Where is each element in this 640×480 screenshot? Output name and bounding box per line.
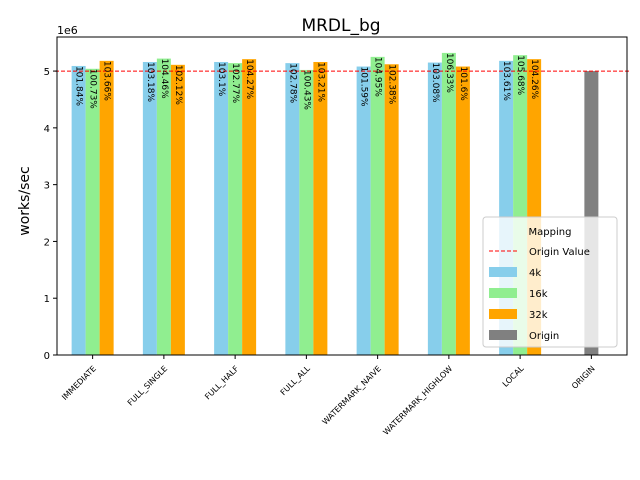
bar-value-label: 100.73% [88,69,98,109]
legend-label: Origin Value [529,247,590,258]
bar-32k-full_all [313,61,328,355]
bar-32k-watermark_highlow [455,66,470,356]
bar-value-label: 102.12% [173,65,183,105]
y-tick-label: 3 [44,181,50,192]
bar-value-label: 102.77% [230,63,240,103]
y-axis-label: works/sec [17,166,33,236]
bar-value-label: 104.95% [373,57,383,97]
bar-16k-full_single [156,58,171,355]
bar-32k-watermark_naive [384,64,399,355]
bar-value-label: 104.27% [244,59,254,99]
bar-value-label: 104.46% [159,59,169,99]
plot-frame [56,36,628,356]
bar-32k-immediate [99,60,114,355]
bar-4k-full_all [285,63,300,355]
legend: Mapping Origin Value 4k 16k 32k Origin [482,216,618,348]
bar-4k-watermark_highlow [427,62,442,356]
bar-value-label: 103.18% [145,62,155,102]
legend-title: Mapping [529,227,572,238]
bar-value-label: 100.43% [301,70,311,110]
bar-4k-immediate [71,65,86,355]
bar-value-label: 101.59% [359,67,369,107]
bar-value-label: 103.61% [501,61,511,101]
bar-16k-watermark_highlow [441,52,456,356]
bar-value-label: 104.26% [529,59,539,99]
legend-label: 4k [529,268,541,279]
bar-value-label: 103.66% [102,61,112,101]
y-tick-label: 0 [44,351,50,362]
y-tick-label: 2 [44,237,50,248]
bar-value-label: 103.08% [430,63,440,103]
bar-16k-immediate [85,68,100,356]
legend-label: 16k [529,289,548,300]
y-axis-offset-text: 1e6 [57,24,78,37]
bar-value-label: 103.21% [315,62,325,102]
bar-value-label: 106.33% [444,53,454,93]
y-tick-label: 1 [44,294,50,305]
chart-title: MRDL_bg [301,16,380,36]
bar-32k-full_single [170,64,185,355]
legend-label: Origin [529,331,559,342]
bar-value-label: 101.84% [74,66,84,106]
bar-value-label: 101.6% [458,67,468,102]
legend-entries: Origin Value 4k 16k 32k Origin [489,247,590,342]
legend-label: 32k [529,310,548,321]
legend-swatch-origin [489,330,517,340]
bar-16k-full_all [299,69,314,355]
bar-4k-full_single [142,61,157,355]
bar-value-label: 102.38% [387,64,397,104]
bar-value-label: 105.68% [515,55,525,95]
legend-swatch-16k [489,288,517,298]
y-tick-label: 4 [44,124,50,135]
y-tick-label: 5 [44,67,50,78]
bar-32k-full_half [242,59,257,356]
bar-value-label: 103.1% [216,62,226,97]
bar-16k-full_half [228,63,243,355]
legend-swatch-32k [489,309,517,319]
bar-labels-layer: 101.84% 100.73% 103.66% 103.18% 104.46% 102.1… [74,53,540,111]
bar-value-label: 102.78% [287,63,297,103]
legend-swatch-4k [489,267,517,277]
bar-4k-full_half [214,61,229,355]
bar-16k-watermark_naive [370,56,385,355]
bar-4k-watermark_naive [356,66,371,356]
